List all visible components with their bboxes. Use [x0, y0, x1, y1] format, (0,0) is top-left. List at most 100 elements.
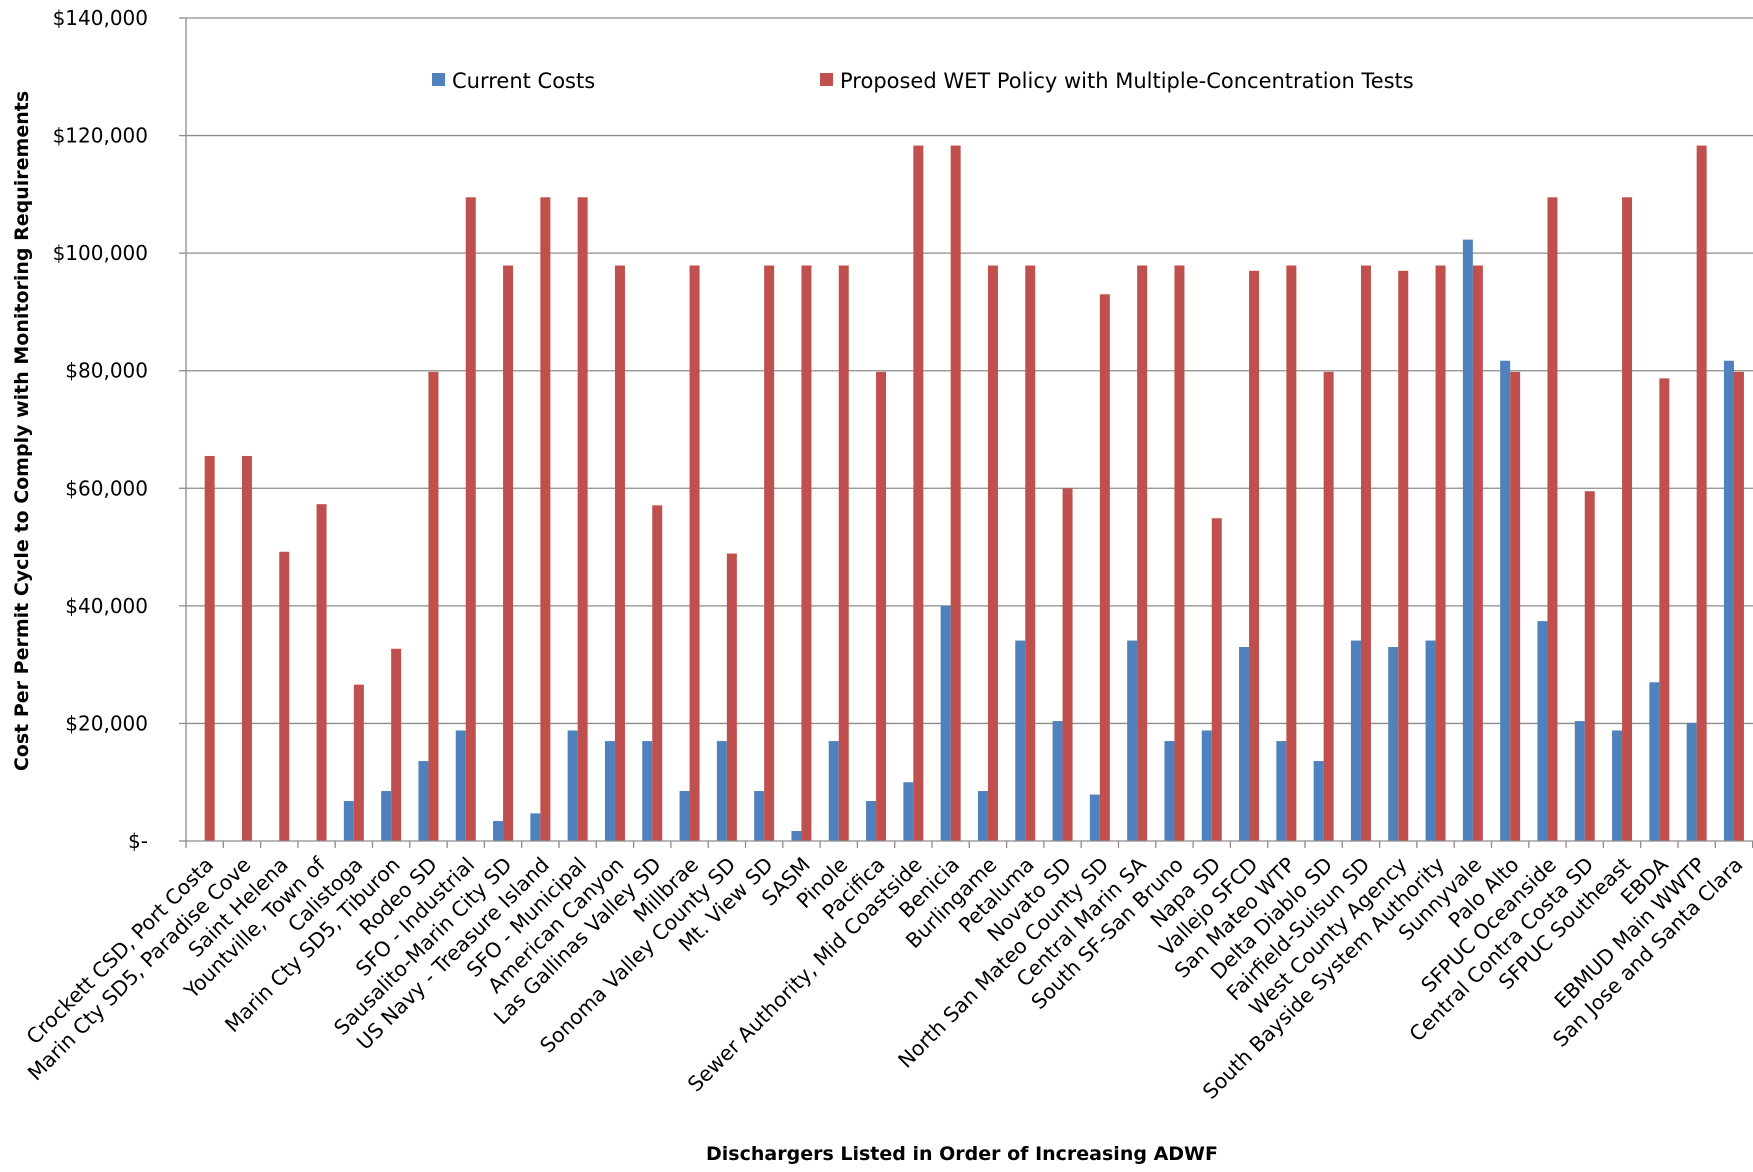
bar-proposed-wet-policy — [1547, 197, 1558, 841]
bar-proposed-wet-policy — [503, 265, 514, 841]
bar-proposed-wet-policy — [950, 145, 961, 841]
bar-proposed-wet-policy — [726, 553, 737, 841]
bar-current-costs — [1537, 621, 1548, 841]
bar-proposed-wet-policy — [1435, 265, 1446, 841]
bar-current-costs — [679, 791, 690, 841]
bar-current-costs — [1723, 360, 1734, 841]
bar-proposed-wet-policy — [279, 551, 290, 841]
bar-proposed-wet-policy — [577, 197, 588, 841]
y-tick-labels: $- $20,000 $40,000 $60,000 $80,000 $100,000 $1… — [53, 6, 148, 853]
y-tick-label: $40,000 — [65, 594, 148, 618]
y-tick-label: $- — [128, 829, 148, 853]
bar-proposed-wet-policy — [1360, 265, 1371, 841]
bar-current-costs — [1388, 647, 1399, 841]
bar-current-costs — [1500, 360, 1511, 841]
y-axis-title: Cost Per Permit Cycle to Comply with Mon… — [11, 91, 33, 771]
bar-current-costs — [716, 741, 727, 841]
bar-proposed-wet-policy — [801, 265, 812, 841]
y-tick-label: $140,000 — [53, 6, 148, 30]
bar-series — [204, 145, 1744, 842]
bar-proposed-wet-policy — [764, 265, 775, 841]
bar-current-costs — [1164, 741, 1175, 841]
bar-proposed-wet-policy — [987, 265, 998, 841]
bar-current-costs — [1127, 640, 1138, 841]
bar-proposed-wet-policy — [465, 197, 476, 841]
bar-proposed-wet-policy — [1174, 265, 1185, 841]
bar-current-costs — [1425, 640, 1436, 841]
bar-proposed-wet-policy — [1099, 294, 1110, 841]
bar-proposed-wet-policy — [1211, 518, 1222, 841]
y-tick-label: $120,000 — [53, 124, 148, 148]
bar-current-costs — [903, 782, 914, 841]
bar-current-costs — [754, 791, 765, 841]
bar-current-costs — [940, 605, 951, 841]
bar-current-costs — [1089, 794, 1100, 841]
bar-current-costs — [828, 741, 839, 841]
gridlines — [179, 17, 1753, 842]
bar-current-costs — [1052, 721, 1063, 841]
bar-proposed-wet-policy — [913, 145, 924, 841]
bar-current-costs — [1201, 730, 1212, 841]
legend-swatch-current — [432, 73, 445, 86]
bar-current-costs — [1015, 640, 1026, 841]
bar-current-costs — [791, 831, 802, 841]
bar-proposed-wet-policy — [428, 371, 439, 841]
x-axis-title: Dischargers Listed in Order of Increasin… — [706, 1143, 1218, 1165]
bar-current-costs — [1239, 647, 1250, 841]
bar-current-costs — [604, 741, 615, 841]
legend-label-proposed: Proposed WET Policy with Multiple-Concen… — [840, 69, 1414, 93]
bar-proposed-wet-policy — [391, 648, 402, 841]
bar-current-costs — [418, 761, 429, 841]
bar-proposed-wet-policy — [1584, 491, 1595, 841]
bar-current-costs — [455, 730, 466, 841]
bar-current-costs — [530, 813, 541, 841]
bar-proposed-wet-policy — [204, 455, 215, 841]
bar-proposed-wet-policy — [1733, 371, 1744, 841]
bar-current-costs — [567, 730, 578, 841]
bar-proposed-wet-policy — [1696, 145, 1707, 841]
bar-current-costs — [1462, 239, 1473, 842]
bar-current-costs — [977, 791, 988, 841]
bar-proposed-wet-policy — [316, 504, 327, 841]
bar-proposed-wet-policy — [1286, 265, 1297, 841]
bar-proposed-wet-policy — [241, 455, 252, 841]
bar-current-costs — [1313, 761, 1324, 841]
y-tick-label: $100,000 — [53, 241, 148, 265]
bar-current-costs — [381, 791, 392, 841]
bar-proposed-wet-policy — [1137, 265, 1148, 841]
bar-proposed-wet-policy — [614, 265, 625, 841]
bar-proposed-wet-policy — [353, 684, 364, 841]
bar-proposed-wet-policy — [1398, 270, 1409, 841]
plot-axes — [185, 18, 1753, 848]
bar-proposed-wet-policy — [1659, 378, 1670, 841]
bar-current-costs — [1276, 741, 1287, 841]
bar-proposed-wet-policy — [1622, 197, 1633, 841]
bar-proposed-wet-policy — [1323, 371, 1334, 841]
legend: Current Costs Proposed WET Policy with M… — [432, 69, 1414, 93]
bar-proposed-wet-policy — [652, 505, 663, 841]
bar-current-costs — [866, 801, 877, 841]
bar-proposed-wet-policy — [540, 197, 551, 841]
bar-proposed-wet-policy — [1062, 488, 1073, 841]
bar-proposed-wet-policy — [876, 371, 887, 841]
legend-swatch-proposed — [820, 73, 833, 86]
y-tick-label: $80,000 — [65, 359, 148, 383]
bar-current-costs — [1649, 682, 1660, 841]
bar-current-costs — [1350, 640, 1361, 841]
bar-current-costs — [1574, 721, 1585, 841]
bar-current-costs — [642, 741, 653, 841]
bar-proposed-wet-policy — [838, 265, 849, 841]
bar-proposed-wet-policy — [1249, 270, 1260, 841]
bar-current-costs — [493, 821, 504, 841]
y-tick-label: $60,000 — [65, 476, 148, 500]
bar-proposed-wet-policy — [1025, 265, 1036, 841]
bar-proposed-wet-policy — [1472, 265, 1483, 841]
y-tick-label: $20,000 — [65, 711, 148, 735]
legend-label-current: Current Costs — [452, 69, 595, 93]
bar-current-costs — [1612, 730, 1623, 841]
bar-proposed-wet-policy — [1510, 371, 1521, 841]
bar-current-costs — [343, 801, 354, 841]
bar-proposed-wet-policy — [689, 265, 700, 841]
